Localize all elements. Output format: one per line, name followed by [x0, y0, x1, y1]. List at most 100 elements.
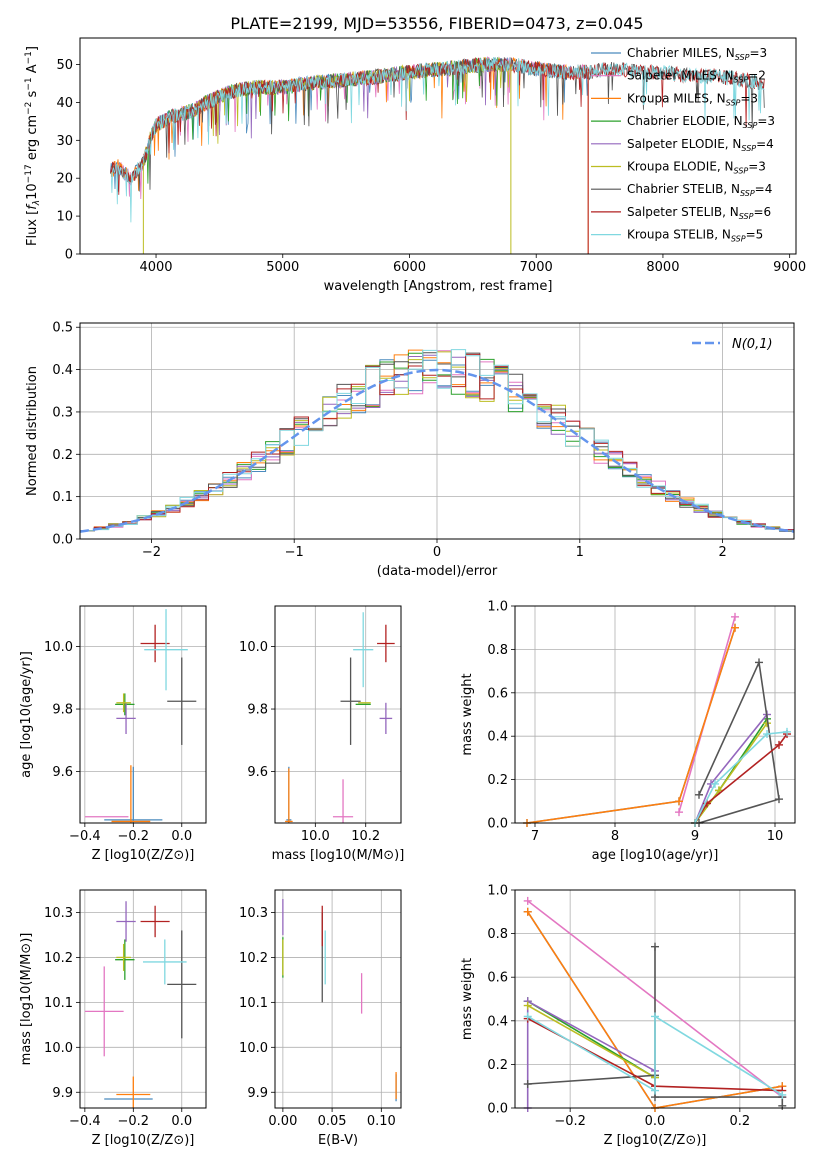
residuals-ytick-label: 0.2 — [52, 448, 73, 463]
mass_vs_EBV-xtick-label: 0.00 — [268, 1114, 297, 1129]
age_vs_Z-xtick-label: −0.2 — [118, 829, 150, 844]
mass_weight_vs_age-ytick-label: 1.0 — [487, 600, 508, 615]
age_vs_mass-ytick-label: 10.0 — [239, 640, 268, 655]
mass_weight_vs_Z-xtick-label: 0.2 — [730, 1114, 751, 1129]
residuals-ytick-label: 0.4 — [52, 363, 73, 378]
mass_vs_EBV-xlabel: E(B-V) — [318, 1133, 358, 1148]
age_vs_mass-xtick-label: 10.2 — [351, 829, 380, 844]
age_vs_Z-ylabel: age [log10(age/yr)] — [19, 651, 34, 778]
mass_vs_EBV-frame — [274, 889, 402, 1109]
weight-line — [698, 659, 780, 823]
spectrum-xtick-label: 4000 — [139, 260, 172, 275]
residuals-ytick-label: 0.5 — [52, 321, 73, 336]
mass_vs_Z-frame — [79, 889, 207, 1109]
residuals-frame — [79, 322, 795, 540]
spectrum-ylabel: Flux [fλ10−17 erg cm−2 s−1 A−1] — [24, 46, 42, 246]
spectrum-ytick-label: 40 — [56, 96, 73, 111]
mass_vs_Z-xtick-label: −0.4 — [69, 1114, 101, 1129]
mass_weight_vs_age-xtick-label: 10 — [767, 829, 784, 844]
mass_vs_Z-ytick-label: 10.2 — [44, 951, 73, 966]
age_vs_mass-frame — [274, 605, 402, 824]
mass_weight_vs_Z-ytick-label: 0.6 — [487, 971, 508, 986]
residuals-xtick-label: −1 — [285, 545, 304, 560]
spectrum-ytick-label: 30 — [56, 134, 73, 149]
spectrum-xtick-label: 9000 — [773, 260, 806, 275]
age_vs_mass-xlabel: mass [log10(M/M⊙)] — [272, 848, 405, 863]
mass_weight_vs_Z-ytick-label: 0.0 — [487, 1102, 508, 1117]
mass_weight_vs_age-ytick-label: 0.0 — [487, 817, 508, 832]
spectrum-ytick-label: 20 — [56, 172, 73, 187]
residuals-xtick-label: 0 — [433, 545, 441, 560]
legend-label: Chabrier STELIB, NSSP=4 — [627, 182, 772, 198]
weight-line — [527, 1004, 656, 1079]
mass_vs_EBV-ytick-label: 10.1 — [239, 996, 268, 1011]
spectrum-ytick-label: 10 — [56, 210, 73, 225]
mass_weight_vs_age-axes: 7 8 9 10 0.0 0.2 0.4 0.6 0.8 1.0 age [log10(age/yr… — [460, 600, 795, 863]
mass_vs_Z-xtick-label: −0.2 — [118, 1114, 150, 1129]
mass_vs_Z-axes: −0.4 −0.2 0.0 9.9 10.0 10.1 10.2 10.3 Z [log10(Z… — [19, 890, 206, 1148]
legend-label: N(0,1) — [732, 337, 773, 352]
mass_vs_EBV-xtick-label: 0.05 — [318, 1114, 347, 1129]
spectrum-xlabel: wavelength [Angstrom, rest frame] — [324, 279, 553, 294]
spectrum-line — [110, 56, 765, 195]
mass_weight_vs_age-ytick-label: 0.4 — [487, 730, 508, 745]
mass_weight_vs_age-xtick-label: 9 — [691, 829, 699, 844]
age_vs_Z-xtick-label: 0.0 — [171, 829, 192, 844]
mass_weight_vs_age-xlabel: age [log10(age/yr)] — [592, 848, 719, 863]
mass_weight_vs_Z-xtick-label: −0.2 — [554, 1114, 586, 1129]
mass_weight_vs_age-xtick-label: 7 — [531, 829, 539, 844]
legend-label: Kroupa STELIB, NSSP=5 — [627, 228, 763, 244]
mass_weight_vs_age-ytick-label: 0.6 — [487, 686, 508, 701]
legend-label: Chabrier MILES, NSSP=3 — [627, 46, 767, 62]
spectrum-xtick-label: 7000 — [520, 260, 553, 275]
residuals-ytick-label: 0.1 — [52, 490, 73, 505]
mass_weight_vs_age-ylabel: mass weight — [460, 673, 475, 755]
residuals-xlabel: (data-model)/error — [377, 564, 498, 579]
mass_weight_vs_age-ytick-label: 0.8 — [487, 643, 508, 658]
mass_weight_vs_Z-ytick-label: 1.0 — [487, 884, 508, 899]
mass_weight_vs_Z-ylabel: mass weight — [460, 958, 475, 1040]
mass_weight_vs_Z-ytick-label: 0.2 — [487, 1058, 508, 1073]
age_vs_Z-xtick-label: −0.4 — [69, 829, 101, 844]
figure-title: PLATE=2199, MJD=53556, FIBERID=0473, z=0… — [230, 14, 643, 33]
mass_vs_EBV-ytick-label: 10.2 — [239, 951, 268, 966]
age_vs_mass-axes: 10.0 10.2 9.6 9.8 10.0 mass [log10(M/M⊙)] — [239, 606, 404, 863]
age_vs_mass-ytick-label: 9.8 — [247, 703, 268, 718]
normal-curve — [80, 368, 794, 533]
spectrum-xtick-label: 6000 — [393, 260, 426, 275]
mass_weight_vs_Z-frame — [514, 889, 796, 1109]
mass_vs_Z-xlabel: Z [log10(Z/Z⊙)] — [92, 1133, 195, 1148]
mass_vs_Z-ytick-label: 10.3 — [44, 906, 73, 921]
mass_weight_vs_age-xtick-label: 8 — [611, 829, 619, 844]
spectrum-frame — [79, 37, 797, 255]
spectrum-xtick-label: 5000 — [266, 260, 299, 275]
mass_vs_Z-ytick-label: 10.1 — [44, 996, 73, 1011]
residuals-xtick-label: 2 — [718, 545, 726, 560]
age_vs_Z-frame — [79, 605, 207, 824]
weight-line — [694, 733, 788, 823]
spectrum-xtick-label: 8000 — [646, 260, 679, 275]
age_vs_Z-ytick-label: 9.6 — [52, 765, 73, 780]
weight-line — [526, 999, 656, 1108]
mass_weight_vs_Z-ytick-label: 0.4 — [487, 1014, 508, 1029]
legend-label: Salpeter ELODIE, NSSP=4 — [627, 137, 774, 153]
residuals-xtick-label: −2 — [142, 545, 161, 560]
mass_vs_Z-ylabel: mass [log10(M/M⊙)] — [19, 933, 34, 1066]
mass_vs_Z-ytick-label: 10.0 — [44, 1041, 73, 1056]
mass_weight_vs_age-frame — [514, 605, 796, 824]
age_vs_Z-xlabel: Z [log10(Z/Z⊙)] — [92, 848, 195, 863]
mass_weight_vs_Z-xtick-label: 0.0 — [645, 1114, 666, 1129]
weight-line — [694, 722, 768, 823]
spectrum-ytick-label: 50 — [56, 58, 73, 73]
spectrum-axes: 4000 5000 6000 7000 8000 9000 0 10 20 30 40 50 wavel… — [56, 58, 806, 294]
weight-line — [527, 1014, 783, 1096]
legend-label: Salpeter MILES, NSSP=2 — [627, 69, 766, 85]
legend-label: Salpeter STELIB, NSSP=6 — [627, 205, 771, 221]
mass_vs_Z-xtick-label: 0.0 — [171, 1114, 192, 1129]
mass_vs_EBV-ytick-label: 9.9 — [247, 1086, 268, 1101]
mass_weight_vs_age-ytick-label: 0.2 — [487, 773, 508, 788]
residuals-xtick-label: 1 — [576, 545, 584, 560]
weight-line — [526, 627, 736, 823]
residuals-ytick-label: 0.3 — [52, 405, 73, 420]
